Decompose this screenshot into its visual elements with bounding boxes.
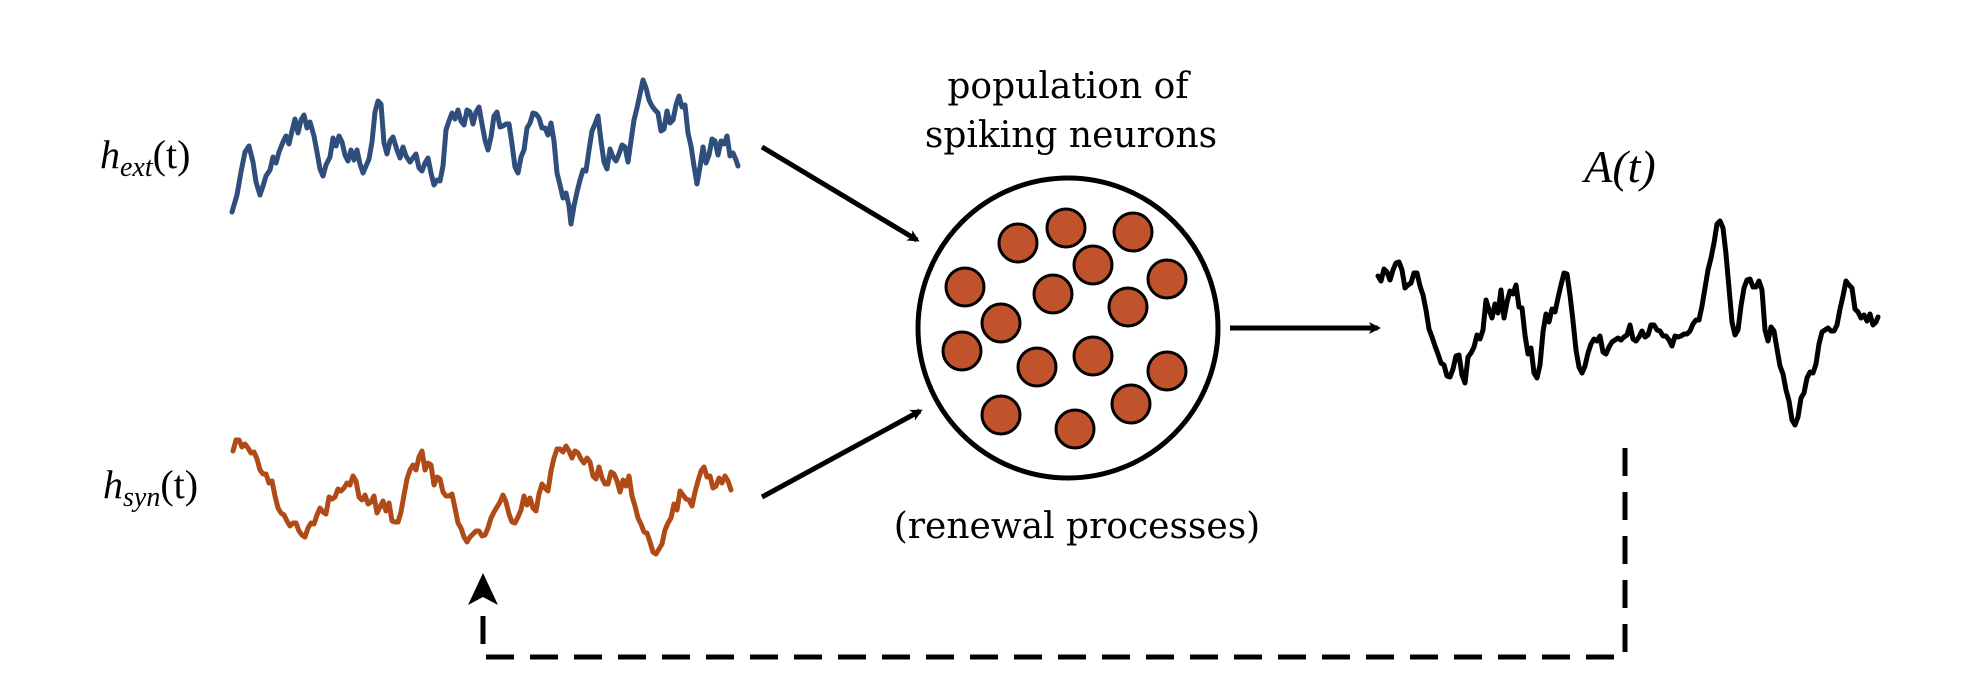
neuron-icon: [1146, 350, 1188, 392]
output-activity-trace: [1375, 218, 1881, 428]
feedback-dashed-line: [480, 448, 1628, 660]
external-to-population-arrow: [760, 144, 920, 243]
synaptic-input-label: hsyn(t): [103, 462, 198, 513]
synaptic-input-argument: (t): [160, 462, 198, 507]
population-title-line2: spiking neurons: [925, 115, 1217, 156]
neuron-icon: [980, 394, 1022, 436]
neuron-icon: [1072, 244, 1114, 286]
external-input-label: hext(t): [100, 132, 190, 183]
neuron-icon: [1072, 335, 1114, 377]
neuron-icon: [1107, 286, 1149, 328]
neuron-icon: [997, 222, 1039, 264]
population-title-line1: population of: [947, 66, 1191, 107]
neuron-icon: [980, 302, 1022, 344]
neuron-icons: [941, 207, 1188, 450]
neuron-icon: [1016, 346, 1058, 388]
output-label: A(t): [1581, 141, 1656, 192]
synaptic-input-subscript: syn: [123, 482, 160, 513]
external-input-symbol: h: [100, 132, 120, 177]
external-input-argument: (t): [153, 132, 191, 177]
neuron-icon: [1045, 207, 1087, 249]
external-input-subscript: ext: [120, 152, 154, 183]
neuron-icon: [1112, 211, 1154, 253]
neuron-icon: [941, 330, 983, 372]
synaptic-input-symbol: h: [103, 462, 123, 507]
external-signal-trace: [229, 77, 741, 227]
population-caption: (renewal processes): [894, 506, 1260, 547]
neuron-icon: [944, 266, 986, 308]
neuron-icon: [1054, 408, 1096, 450]
synaptic-to-population-arrow: [760, 408, 923, 500]
neuron-icon: [1146, 258, 1188, 300]
neuron-icon: [1110, 383, 1152, 425]
neuron-icon: [1032, 273, 1074, 315]
synaptic-signal-trace: [230, 437, 734, 557]
neuron-population: [915, 175, 1221, 481]
feedback-arrowhead-icon: [468, 573, 498, 605]
